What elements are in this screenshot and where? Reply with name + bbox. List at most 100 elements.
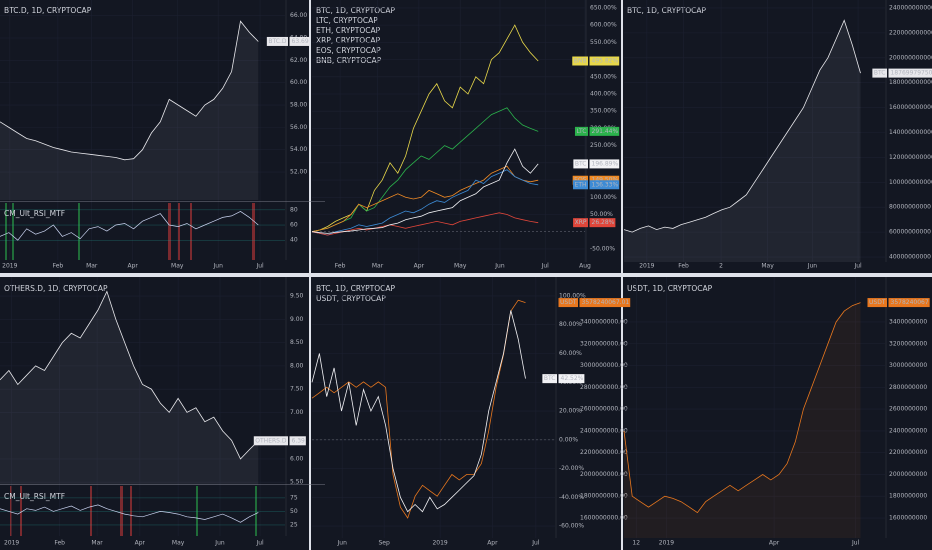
x-tick-label: Mar (86, 263, 98, 270)
y-tick-label: 2400000000 (889, 427, 927, 434)
y2-tick-label: 1800000000.00 (580, 493, 628, 500)
y-tick-label: 40 (290, 237, 298, 244)
price-label-value: 495.82% (592, 58, 619, 65)
price-label-name: EOS (574, 177, 587, 184)
legend-entry: EOS, CRYPTOCAP (316, 46, 381, 55)
y-tick-label: 0.00% (559, 436, 578, 443)
chart-title: BTC, 1D, CRYPTOCAP (627, 6, 707, 15)
series-line (311, 299, 526, 519)
x-tick-label: Feb (54, 540, 65, 547)
price-label-value: 187699797500 (891, 70, 932, 77)
y-tick-label: 200000000000 (889, 54, 932, 61)
price-label-box (573, 159, 588, 169)
indicator-name: CM_Ult_RSI_MTF (4, 492, 65, 501)
panel (311, 0, 621, 273)
panel (311, 277, 621, 550)
y-tick-label: 7.50 (290, 386, 304, 393)
y-tick-label: 56.00 (290, 124, 307, 131)
x-tick-label: May (454, 263, 467, 270)
series-line (623, 302, 861, 514)
price-label-value: 63.69 (292, 38, 309, 45)
price-label-value: 196.89% (592, 160, 619, 167)
y2-tick-label: 2200000000.00 (580, 449, 628, 456)
y-tick-label: 8.50 (290, 339, 304, 346)
x-tick-label: Jul (853, 263, 862, 270)
series-line (311, 165, 539, 233)
series-line (311, 310, 526, 513)
y-tick-label: 54.00 (290, 146, 307, 153)
legend-entry: USDT, CRYPTOCAP (316, 294, 386, 303)
price-label-name: BNB (574, 58, 587, 65)
y-tick-label: 66.00 (290, 12, 307, 19)
y-tick-label: -20.00% (559, 465, 584, 472)
y-tick-label: 180000000000 (889, 79, 932, 86)
panel (623, 277, 932, 550)
price-label-value: 291.44% (592, 128, 619, 135)
y-tick-label: 80000000000 (889, 204, 931, 211)
price-label-value: 6.39 (292, 437, 306, 444)
y-tick-label: 60.00 (290, 79, 307, 86)
x-tick-label: 2019 (659, 540, 674, 547)
chart-title: BTC.D, 1D, CRYPTOCAP (4, 6, 92, 15)
price-label-box (589, 56, 620, 66)
price-label-name: OTHERS.D (255, 437, 287, 444)
price-label-value: 3578240067.01 (582, 299, 630, 306)
price-label-name: USDT (869, 299, 886, 306)
x-tick-label: Apr (414, 263, 425, 270)
y-tick-label: 1800000000 (889, 493, 927, 500)
series-line (311, 24, 539, 233)
price-label-box (579, 298, 631, 308)
series-line (623, 19, 861, 233)
y-tick-label: 100.00% (590, 194, 617, 201)
y-tick-label: 9.00 (290, 316, 304, 323)
panel (0, 277, 309, 550)
x-tick-label: May (761, 263, 774, 270)
price-label-box (542, 374, 557, 384)
y-tick-label: -50.00% (590, 245, 615, 252)
x-tick-label: Feb (53, 263, 64, 270)
y-tick-label: 9.50 (290, 293, 304, 300)
y-tick-label: 450.00% (590, 73, 617, 80)
x-tick-label: Jun (807, 263, 818, 270)
series-line (311, 107, 539, 233)
y2-tick-label: 2800000000.00 (580, 384, 628, 391)
legend-entry: BNB, CRYPTOCAP (316, 56, 382, 65)
legend-entry: ETH, CRYPTOCAP (316, 26, 381, 35)
series-line (0, 290, 259, 460)
y-tick-label: 58.00 (290, 102, 307, 109)
price-label-box (574, 126, 588, 136)
area (0, 291, 259, 485)
y-tick-label: 60 (290, 222, 298, 229)
indicator-line (0, 210, 259, 241)
y2-tick-label: 2600000000.00 (580, 406, 628, 413)
y2-tick-label: 2000000000.00 (580, 471, 628, 478)
y-tick-label: 220000000000 (889, 29, 932, 36)
x-tick-label: May (171, 263, 184, 270)
x-tick-label: Jun (213, 263, 224, 270)
y-tick-label: 100.00% (559, 292, 586, 299)
y-tick-label: 3000000000 (889, 362, 927, 369)
x-tick-label: Aug (579, 263, 591, 270)
y-tick-label: 1600000000 (889, 515, 927, 522)
rsi-bands (5, 203, 257, 536)
price-label-name: BTC.D (268, 38, 287, 45)
y-tick-label: 250.00% (590, 142, 617, 149)
y2-tick-label: 3400000000.00 (580, 318, 628, 325)
area (624, 20, 861, 263)
y-tick-label: 2000000000 (889, 471, 927, 478)
x-tick-label: Jun (214, 540, 225, 547)
series-line (311, 169, 539, 236)
y-tick-label: 2200000000 (889, 449, 927, 456)
price-label-box (867, 298, 887, 308)
x-tick-label: Mar (91, 540, 103, 547)
price-label-value: 149.50% (592, 177, 619, 184)
y-tick-label: 50 (290, 508, 298, 515)
price-label-value: 3578240067 (891, 299, 929, 306)
price-label-value: 136.33% (592, 181, 619, 188)
x-tick-label: Feb (335, 263, 346, 270)
x-tick-label: Jun (494, 263, 505, 270)
series-line (311, 212, 539, 236)
y-tick-label: -40.00% (559, 494, 584, 501)
price-label-name: BTC (575, 160, 587, 167)
x-tick-label: Jul (541, 263, 550, 270)
